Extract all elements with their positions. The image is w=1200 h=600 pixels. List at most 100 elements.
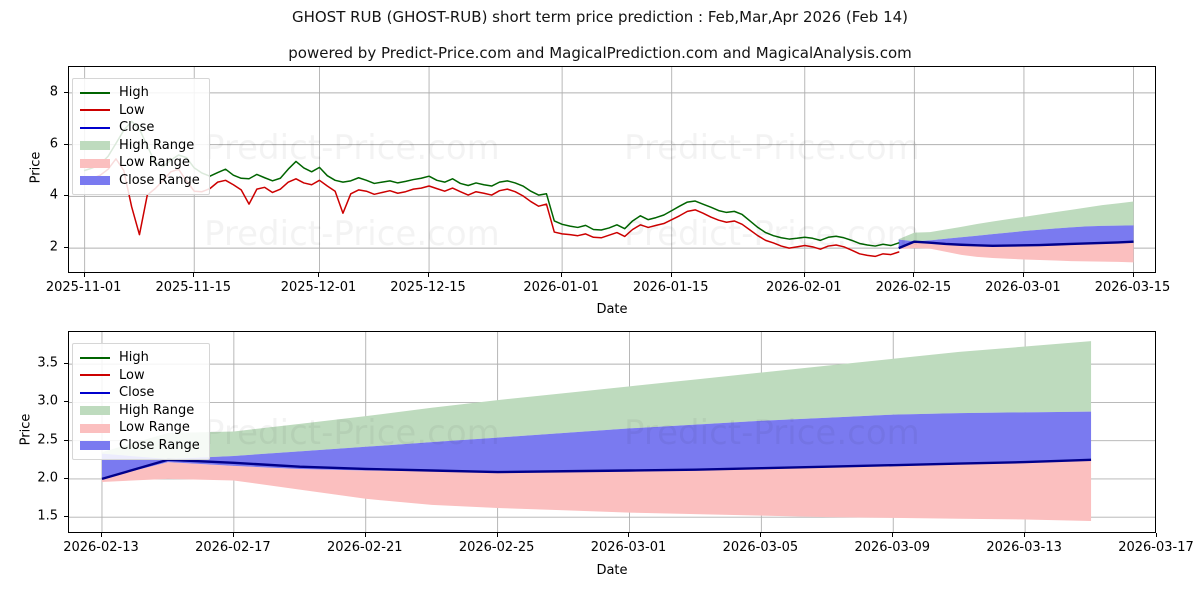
zoom-legend-item: Low bbox=[80, 367, 200, 385]
legend-swatch-icon bbox=[80, 174, 110, 186]
overview-x-tick-label: 2025-11-01 bbox=[45, 280, 122, 295]
overview-legend-item: Close bbox=[80, 119, 200, 137]
legend-item-label: High Range bbox=[119, 402, 195, 418]
overview-y-tickmark bbox=[64, 247, 68, 249]
overview-x-tickmark bbox=[1022, 273, 1024, 277]
legend-item-label: Low Range bbox=[119, 420, 190, 436]
zoom-y-tick-label: 3.0 bbox=[37, 393, 58, 409]
zoom-x-tickmark bbox=[1156, 533, 1157, 537]
zoom-y-tick-label: 1.5 bbox=[37, 508, 58, 524]
zoom-y-tickmark bbox=[64, 363, 68, 365]
overview-legend: High Low Close High Range Low Range Close Ran… bbox=[72, 78, 210, 195]
overview-high-line bbox=[83, 120, 900, 247]
overview-y-tick-label: 2 bbox=[49, 239, 58, 255]
zoom-y-tick-label: 2.0 bbox=[37, 470, 58, 486]
overview-y-axis-label: Price bbox=[28, 151, 44, 184]
overview-x-tick-label: 2026-01-15 bbox=[632, 280, 709, 295]
zoom-close-range-band bbox=[101, 411, 1092, 479]
zoom-y-tickmark bbox=[64, 477, 68, 479]
overview-y-tickmark bbox=[64, 195, 68, 197]
zoom-legend-item: Close Range bbox=[80, 437, 200, 455]
legend-item-label: High bbox=[119, 85, 149, 101]
zoom-x-tickmark bbox=[232, 533, 234, 537]
overview-legend-item: High bbox=[80, 84, 200, 102]
overview-y-tickmark bbox=[64, 91, 68, 93]
overview-x-tick-label: 2025-11-15 bbox=[155, 280, 232, 295]
legend-swatch-icon bbox=[80, 439, 110, 451]
overview-x-tickmark bbox=[561, 273, 563, 277]
legend-swatch-icon bbox=[80, 139, 110, 151]
zoom-x-tick-label: 2026-02-17 bbox=[195, 540, 271, 555]
overview-chart-panel bbox=[68, 66, 1156, 273]
zoom-x-tick-label: 2026-02-21 bbox=[326, 540, 403, 555]
overview-legend-item: Close Range bbox=[80, 172, 200, 190]
legend-swatch-icon bbox=[80, 369, 110, 381]
zoom-y-tick-label: 3.5 bbox=[37, 355, 58, 371]
overview-x-tickmark bbox=[193, 273, 195, 277]
overview-x-tickmark bbox=[670, 273, 672, 277]
zoom-chart-panel bbox=[68, 331, 1156, 533]
overview-legend-item: Low bbox=[80, 102, 200, 120]
zoom-y-tickmark bbox=[64, 439, 68, 441]
legend-item-label: High Range bbox=[119, 137, 195, 153]
legend-item-label: Low bbox=[119, 102, 145, 118]
legend-swatch-icon bbox=[80, 157, 110, 169]
zoom-x-tickmark bbox=[1024, 533, 1026, 537]
legend-swatch-icon bbox=[80, 404, 110, 416]
overview-low-range-band bbox=[898, 241, 1134, 263]
zoom-y-tick-label: 2.5 bbox=[37, 432, 58, 448]
legend-item-label: Close bbox=[119, 120, 155, 136]
overview-x-tick-label: 2026-02-01 bbox=[765, 280, 842, 295]
zoom-x-tick-label: 2026-03-13 bbox=[986, 540, 1062, 555]
overview-x-tick-label: 2026-03-15 bbox=[1094, 280, 1171, 295]
overview-x-tick-label: 2025-12-01 bbox=[280, 280, 357, 295]
overview-x-tickmark bbox=[428, 273, 430, 277]
overview-x-tick-label: 2026-01-01 bbox=[523, 280, 599, 295]
legend-swatch-icon bbox=[80, 422, 110, 434]
zoom-legend-item: Close bbox=[80, 384, 200, 402]
zoom-x-tickmark bbox=[892, 533, 894, 537]
zoom-y-tickmark bbox=[64, 516, 68, 518]
zoom-x-tickmark bbox=[100, 533, 102, 537]
overview-y-tickmark bbox=[64, 143, 68, 145]
overview-x-tickmark bbox=[318, 273, 320, 277]
zoom-x-tick-label: 2026-02-13 bbox=[63, 540, 139, 555]
overview-plot-svg bbox=[69, 67, 1155, 272]
overview-x-tick-label: 2025-12-15 bbox=[390, 280, 466, 295]
page-title: GHOST RUB (GHOST-RUB) short term price p… bbox=[291, 8, 909, 26]
legend-swatch-icon bbox=[80, 87, 110, 99]
overview-x-axis-label: Date bbox=[596, 302, 628, 317]
overview-plot-area bbox=[68, 66, 1156, 273]
zoom-legend-item: High bbox=[80, 349, 200, 367]
overview-x-tickmark bbox=[1132, 273, 1134, 277]
zoom-x-tickmark bbox=[628, 533, 630, 537]
legend-item-label: High bbox=[119, 350, 149, 366]
legend-item-label: Close Range bbox=[119, 437, 200, 453]
zoom-y-axis-label: Price bbox=[18, 413, 34, 446]
zoom-legend-item: Low Range bbox=[80, 419, 200, 437]
zoom-legend: High Low Close High Range Low Range Close Ran… bbox=[72, 343, 210, 460]
overview-x-tick-label: 2026-03-01 bbox=[985, 280, 1061, 295]
zoom-low-range-band bbox=[101, 459, 1092, 521]
overview-legend-item: High Range bbox=[80, 137, 200, 155]
zoom-x-tick-label: 2026-02-25 bbox=[458, 540, 535, 555]
zoom-legend-item: High Range bbox=[80, 402, 200, 420]
overview-x-tick-label: 2026-02-15 bbox=[875, 280, 952, 295]
overview-x-tickmark bbox=[83, 273, 85, 277]
zoom-y-tickmark bbox=[64, 401, 68, 403]
zoom-plot-svg bbox=[69, 332, 1155, 532]
zoom-high-range-band bbox=[101, 341, 1092, 460]
legend-item-label: Close bbox=[119, 385, 155, 401]
overview-low-line bbox=[83, 158, 900, 258]
overview-legend-item: Low Range bbox=[80, 154, 200, 172]
zoom-x-tick-label: 2026-03-05 bbox=[722, 540, 799, 555]
legend-swatch-icon bbox=[80, 104, 110, 116]
zoom-x-tick-label: 2026-03-17 bbox=[1118, 540, 1194, 555]
legend-swatch-icon bbox=[80, 352, 110, 364]
legend-swatch-icon bbox=[80, 122, 110, 134]
legend-item-label: Low bbox=[119, 367, 145, 383]
zoom-plot-area bbox=[68, 331, 1156, 533]
legend-swatch-icon bbox=[80, 387, 110, 399]
zoom-x-tick-label: 2026-03-01 bbox=[590, 540, 667, 555]
